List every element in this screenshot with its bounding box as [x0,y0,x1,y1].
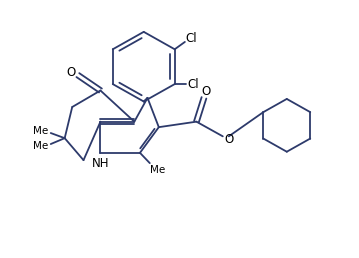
Text: O: O [201,85,210,98]
Text: Cl: Cl [188,78,199,91]
Text: Me: Me [150,165,165,175]
Text: Me: Me [33,141,48,151]
Text: Me: Me [33,126,48,136]
Text: NH: NH [92,157,109,170]
Text: Cl: Cl [186,32,197,45]
Text: O: O [225,133,234,147]
Text: O: O [67,66,76,79]
